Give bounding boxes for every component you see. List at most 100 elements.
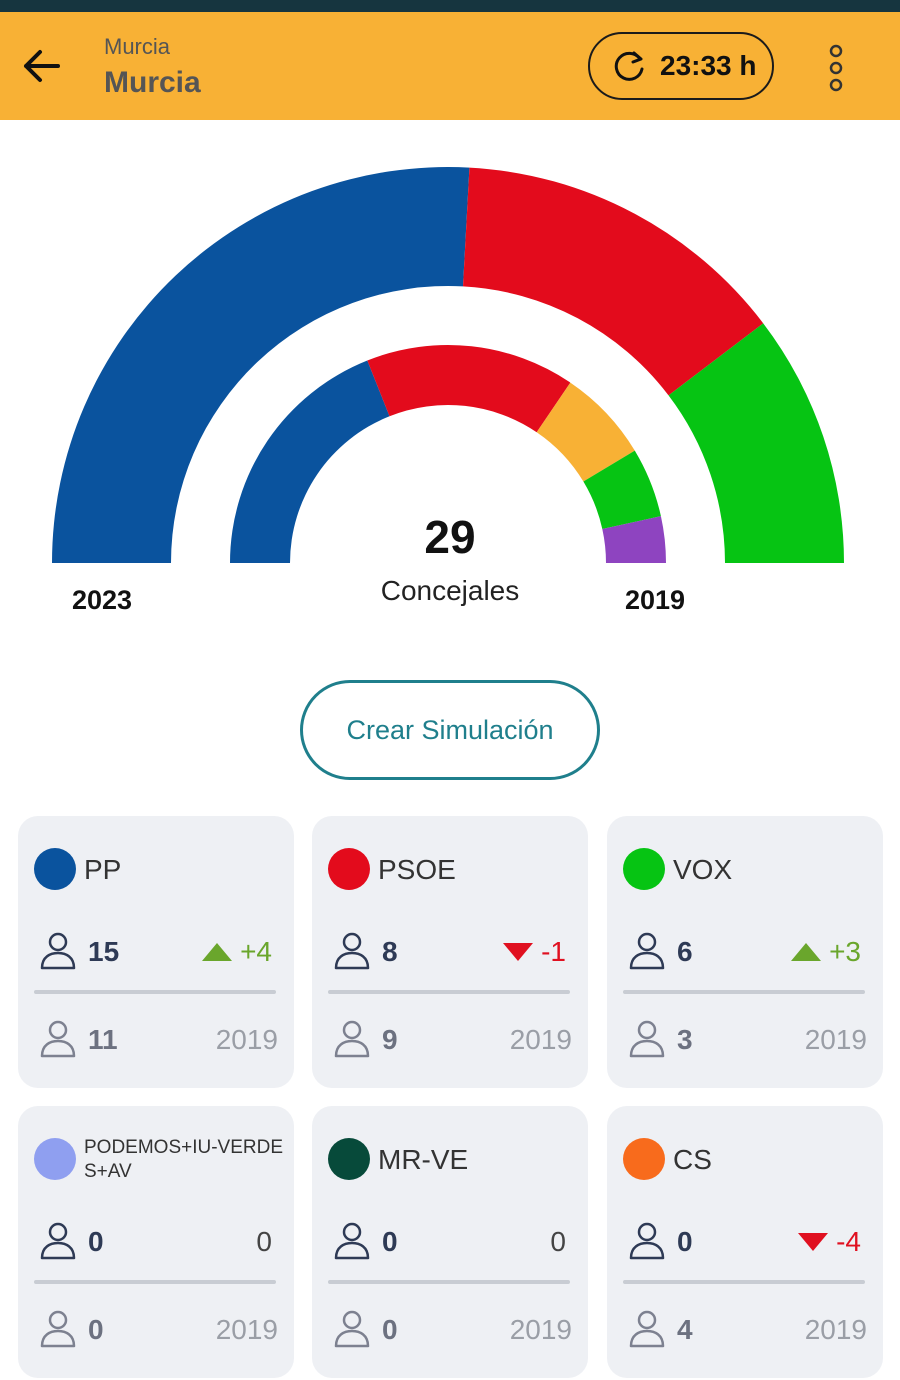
person-icon: [40, 1222, 76, 1260]
seat-change-value: -1: [541, 936, 566, 967]
party-color-dot: [34, 848, 76, 890]
create-simulation-button[interactable]: Crear Simulación: [300, 680, 600, 780]
inner-ring-segment-pp: [230, 360, 390, 563]
region-subtitle: Murcia: [104, 34, 171, 59]
previous-seats-row: 0 2019: [34, 1306, 278, 1350]
previous-seats-row: 4 2019: [623, 1306, 867, 1350]
seats-chart: 29 Concejales 2023 2019: [0, 120, 900, 640]
seat-change-value: 0: [256, 1226, 272, 1257]
inner-ring-segment-psoe: [367, 345, 571, 433]
party-name: MR-VE: [378, 1144, 469, 1175]
inner-ring-segment-podemos-iu-verdes-av: [602, 516, 666, 563]
triangle-up-icon: [202, 943, 233, 961]
divider: [623, 1280, 865, 1284]
previous-seats: 0: [382, 1314, 398, 1345]
triangle-up-icon: [791, 943, 822, 961]
party-card-cs[interactable]: CS 0 -4 4 2019: [607, 1106, 883, 1378]
previous-seats: 3: [677, 1024, 693, 1055]
inner-ring-year: 2019: [625, 585, 686, 615]
person-icon: [629, 1020, 665, 1058]
total-seats-label: Concejales: [380, 575, 520, 606]
seat-change-value: +3: [829, 936, 861, 967]
refresh-time: 23:33 h: [660, 50, 757, 81]
party-card-pp[interactable]: PP 15 +4 11 2019: [18, 816, 294, 1088]
seat-change-value: +4: [240, 936, 272, 967]
status-bar: [0, 0, 900, 12]
more-options-button[interactable]: [818, 40, 854, 96]
previous-seats: 9: [382, 1024, 398, 1055]
party-card-vox[interactable]: VOX 6 +3 3 2019: [607, 816, 883, 1088]
party-color-dot: [328, 848, 370, 890]
party-card-psoe[interactable]: PSOE 8 -1 9 2019: [312, 816, 588, 1088]
current-seats: 0: [88, 1226, 104, 1257]
outer-ring-segment-psoe: [462, 167, 764, 396]
previous-seats-row: 9 2019: [328, 1016, 572, 1060]
person-icon: [334, 1310, 370, 1348]
previous-year: 2019: [215, 1314, 278, 1345]
current-seats-row: 0 -4: [623, 1218, 867, 1262]
previous-seats: 11: [88, 1024, 118, 1055]
previous-seats-row: 11 2019: [34, 1016, 278, 1060]
app-bar: Murcia Murcia 23:33 h: [0, 12, 900, 120]
person-icon: [629, 1310, 665, 1348]
seat-change: 0: [256, 1226, 272, 1258]
current-seats: 0: [382, 1226, 398, 1257]
party-name: PP: [84, 854, 122, 885]
person-icon: [40, 1020, 76, 1058]
page-title: Murcia: [104, 66, 201, 99]
party-name: CS: [673, 1144, 712, 1175]
previous-seats: 4: [677, 1314, 693, 1345]
current-seats-row: 6 +3: [623, 928, 867, 972]
more-vertical-icon: [829, 44, 843, 92]
total-seats: 29: [424, 511, 476, 563]
person-icon: [334, 1222, 370, 1260]
person-icon: [40, 1310, 76, 1348]
current-seats: 0: [677, 1226, 693, 1257]
refresh-button[interactable]: 23:33 h: [588, 32, 774, 100]
current-seats: 6: [677, 936, 693, 967]
divider: [34, 990, 276, 994]
inner-ring-segment-cs: [536, 382, 635, 482]
seat-change-value: -4: [836, 1226, 861, 1257]
triangle-down-icon: [503, 943, 534, 961]
party-name: PSOE: [378, 854, 456, 885]
party-card-mr-ve[interactable]: MR-VE 0 0 0 2019: [312, 1106, 588, 1378]
party-card-podemos-iu-verde-s-av[interactable]: PODEMOS+IU-VERDE S+AV 0 0 0 2019: [18, 1106, 294, 1378]
party-color-dot: [623, 848, 665, 890]
party-name: PODEMOS+IU-VERDE S+AV: [84, 1137, 284, 1182]
current-seats-row: 0 0: [328, 1218, 572, 1262]
outer-ring-year: 2023: [72, 585, 133, 615]
refresh-icon: [614, 51, 644, 81]
outer-ring-segment-vox: [668, 323, 844, 563]
person-icon: [334, 1020, 370, 1058]
party-name: VOX: [673, 854, 733, 885]
party-color-dot: [328, 1138, 370, 1180]
previous-year: 2019: [804, 1314, 867, 1345]
seat-change-value: 0: [550, 1226, 566, 1257]
current-seats: 8: [382, 936, 398, 967]
party-color-dot: [623, 1138, 665, 1180]
seat-change: -1: [501, 936, 566, 968]
hemicycle-chart: [52, 166, 844, 563]
previous-year: 2019: [215, 1024, 278, 1055]
current-seats: 15: [88, 936, 120, 967]
party-color-dot: [34, 1138, 76, 1180]
previous-year: 2019: [509, 1314, 572, 1345]
divider: [623, 990, 865, 994]
previous-year: 2019: [804, 1024, 867, 1055]
back-button[interactable]: [18, 42, 66, 90]
divider: [34, 1280, 276, 1284]
divider: [328, 990, 570, 994]
person-icon: [629, 932, 665, 970]
seat-change: 0: [550, 1226, 566, 1258]
triangle-down-icon: [798, 1233, 829, 1251]
current-seats-row: 0 0: [34, 1218, 278, 1262]
previous-year: 2019: [509, 1024, 572, 1055]
inner-ring-segment-vox: [583, 450, 661, 530]
person-icon: [40, 932, 76, 970]
person-icon: [334, 932, 370, 970]
previous-seats: 0: [88, 1314, 104, 1345]
arrow-left-icon: [24, 50, 60, 82]
outer-ring-segment-pp: [52, 166, 470, 563]
previous-seats-row: 0 2019: [328, 1306, 572, 1350]
